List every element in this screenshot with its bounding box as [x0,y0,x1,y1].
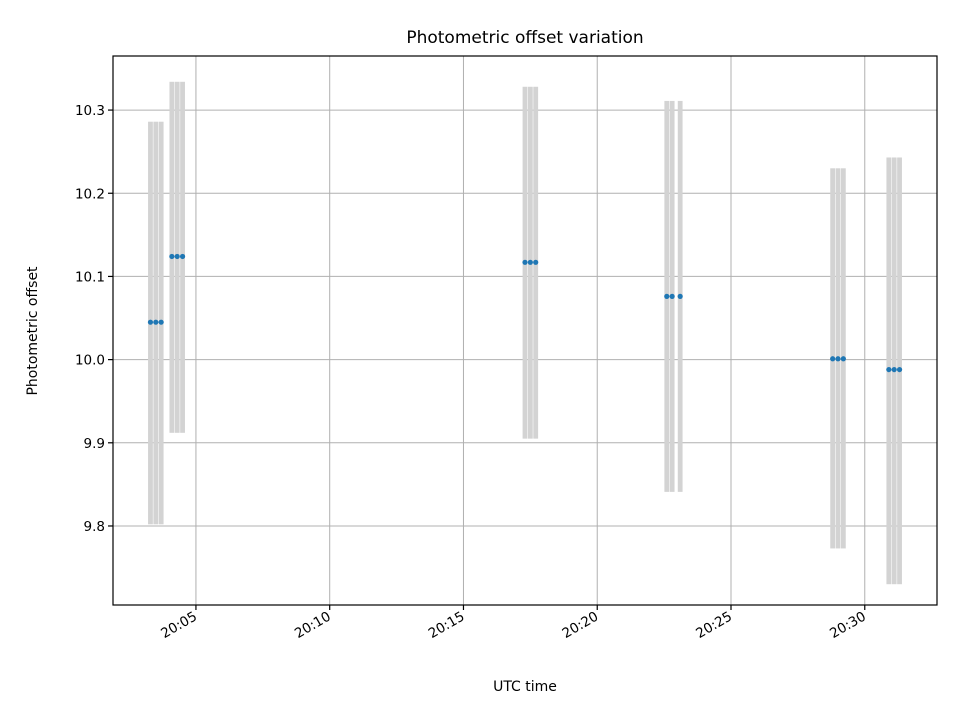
data-point [179,253,186,260]
data-point [840,356,846,362]
plot-frame [112,55,938,606]
data-point [886,366,892,373]
y-tick-label: 10.1 [75,269,105,285]
data-point [533,259,539,265]
data-point [664,293,670,299]
data-point [147,319,154,325]
y-tick-label: 9.9 [84,436,105,452]
data-point [153,319,159,325]
y-tick-label: 10.3 [75,103,105,119]
x-axis-label: UTC time [493,679,557,695]
data-point [830,356,836,362]
data-point [669,293,675,299]
data-point [677,293,683,299]
data-point [891,366,897,373]
data-point [835,356,841,362]
data-point [158,319,164,325]
data-point [169,253,175,260]
y-axis-label: Photometric offset [25,266,41,396]
data-point [522,259,528,265]
data-point [896,366,903,373]
data-point [174,253,180,260]
chart-title: Photometric offset variation [406,28,643,48]
data-point [527,259,533,265]
y-tick-label: 10.0 [75,353,105,369]
data-points [147,253,903,373]
y-tick-label: 9.8 [84,519,105,535]
y-tick-label: 10.2 [75,186,105,202]
